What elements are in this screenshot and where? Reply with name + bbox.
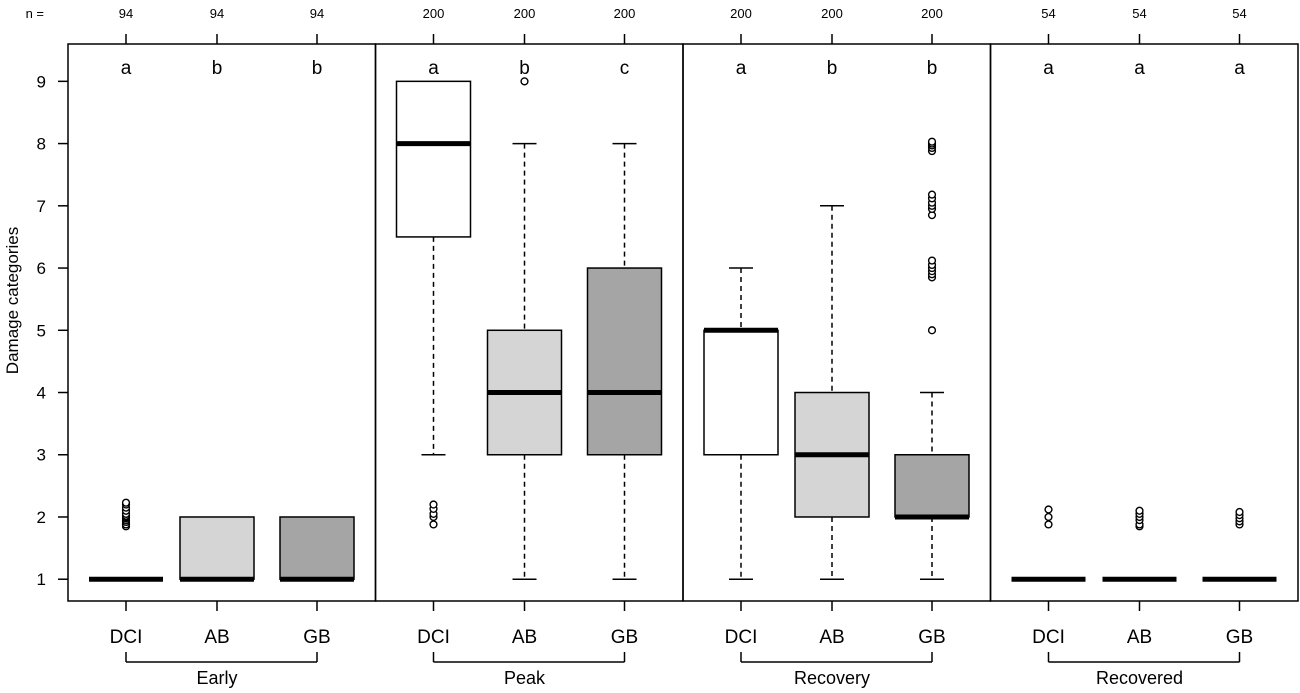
n-label: 200 <box>730 6 752 21</box>
category-label: GB <box>611 627 638 648</box>
y-tick-label: 9 <box>37 72 46 91</box>
y-tick-label: 1 <box>37 570 46 589</box>
outlier-point <box>1044 512 1053 522</box>
category-label: GB <box>918 627 945 648</box>
outlier-point <box>520 77 529 86</box>
category-label: AB <box>1127 627 1152 648</box>
y-tick-label: 8 <box>37 135 46 154</box>
n-label: 94 <box>210 6 224 21</box>
outlier-point <box>927 326 937 335</box>
outlier-point <box>1044 505 1053 514</box>
outlier-point <box>1235 507 1244 517</box>
n-label: 94 <box>119 6 133 21</box>
n-label: 200 <box>821 6 843 21</box>
category-label: DCI <box>725 627 758 648</box>
significance-letter: c <box>620 58 630 79</box>
outlier-point <box>1044 520 1053 529</box>
significance-letter: a <box>736 58 747 79</box>
phase-label: Early <box>196 668 237 688</box>
y-tick-label: 4 <box>37 384 46 403</box>
significance-letter: b <box>212 58 223 79</box>
box <box>279 516 355 580</box>
significance-letter: a <box>121 58 132 79</box>
significance-letter: a <box>1043 58 1054 79</box>
significance-letter: b <box>312 58 323 79</box>
significance-letter: a <box>1134 58 1145 79</box>
y-tick-label: 7 <box>37 197 46 216</box>
significance-letter: b <box>927 58 938 79</box>
box <box>586 267 663 456</box>
outlier-point <box>927 137 937 146</box>
y-tick-label: 6 <box>37 259 46 278</box>
significance-letter: b <box>827 58 838 79</box>
category-label: DCI <box>110 627 143 648</box>
outlier-point <box>927 256 937 265</box>
outlier-point <box>121 498 131 507</box>
n-label: 200 <box>921 6 943 21</box>
phase-label: Recovered <box>1096 668 1183 688</box>
significance-letter: b <box>519 58 530 79</box>
category-label: DCI <box>417 627 450 648</box>
category-label: AB <box>819 627 844 648</box>
y-tick-label: 2 <box>37 508 46 527</box>
n-label: 94 <box>310 6 324 21</box>
n-label: 54 <box>1232 6 1246 21</box>
outlier-point <box>927 190 937 199</box>
outlier-point <box>429 520 438 529</box>
n-label: 200 <box>423 6 445 21</box>
n-label: 54 <box>1041 6 1055 21</box>
box <box>703 329 779 456</box>
y-tick-label: 5 <box>37 321 46 340</box>
category-label: AB <box>512 627 537 648</box>
y-axis-label: Damage categories <box>3 227 22 374</box>
phase-label: Peak <box>504 668 546 688</box>
significance-letter: a <box>1234 58 1245 79</box>
box <box>395 80 472 238</box>
box <box>894 453 970 518</box>
panel-frame <box>989 43 1299 602</box>
category-label: DCI <box>1032 627 1065 648</box>
y-tick-label: 3 <box>37 446 46 465</box>
category-label: GB <box>303 627 330 648</box>
box <box>179 516 255 580</box>
outlier-point <box>1135 506 1144 515</box>
n-prefix-label: n = <box>26 6 44 21</box>
outlier-point <box>429 500 438 509</box>
significance-letter: a <box>428 58 439 79</box>
category-label: AB <box>204 627 229 648</box>
n-label: 200 <box>614 6 636 21</box>
n-label: 54 <box>1132 6 1146 21</box>
phase-label: Recovery <box>794 668 870 688</box>
category-label: GB <box>1226 627 1253 648</box>
n-label: 200 <box>514 6 536 21</box>
